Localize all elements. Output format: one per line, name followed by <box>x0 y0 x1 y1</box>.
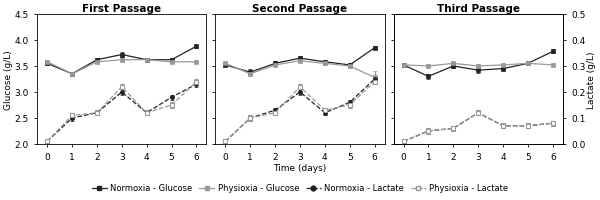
Title: Third Passage: Third Passage <box>437 4 520 14</box>
Title: First Passage: First Passage <box>82 4 161 14</box>
Y-axis label: Glucose (g/L): Glucose (g/L) <box>4 50 13 109</box>
Y-axis label: Lactate (g/L): Lactate (g/L) <box>587 51 596 108</box>
Title: Second Passage: Second Passage <box>253 4 347 14</box>
Legend: Normoxia - Glucose, Physioxia - Glucose, Normoxia - Lactate, Physioxia - Lactate: Normoxia - Glucose, Physioxia - Glucose,… <box>89 180 511 196</box>
X-axis label: Time (days): Time (days) <box>274 163 326 172</box>
